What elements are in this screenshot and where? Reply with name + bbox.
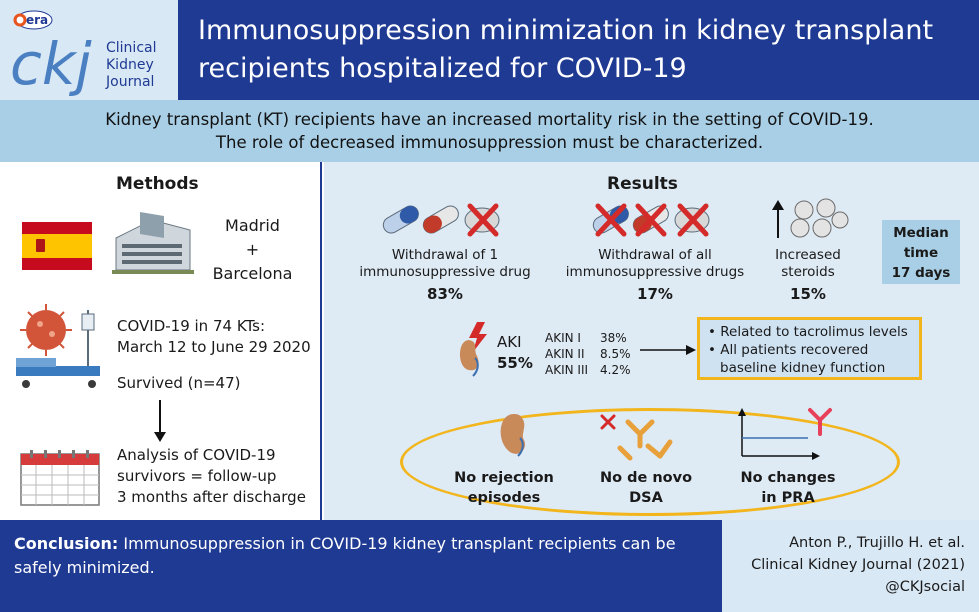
aki-detail-1: • Related to tacrolimus levels [708, 324, 908, 340]
withdraw-one-label: Withdrawal of 1 immunosuppressive drug [350, 247, 540, 281]
no-pra-line-2: in PRA [761, 490, 815, 506]
aki-label: AKI [497, 333, 522, 351]
analysis-line-2: survivors = follow-up [117, 467, 277, 485]
no-dsa-line-2: DSA [629, 490, 663, 506]
conclusion-label: Conclusion: [14, 534, 119, 553]
logo-badge-text: era [26, 13, 48, 27]
withdraw-all-line-1: Withdrawal of all [598, 247, 712, 263]
no-pra-line-1: No changes [740, 470, 836, 486]
city-barcelona: Barcelona [212, 264, 293, 283]
steroids-increase-icon [772, 198, 849, 238]
no-rejection-line-1: No rejection [454, 470, 554, 486]
survived-text: Survived (n=47) [117, 374, 241, 392]
analysis-text: Analysis of COVID-19 survivors = follow-… [117, 445, 306, 508]
outcomes-ellipse [400, 408, 900, 516]
title-line-1: Immunosuppression minimization in kidney… [198, 15, 934, 46]
spain-flag-icon [22, 222, 92, 270]
pills-one-crossed-icon [382, 203, 500, 237]
median-time-box: Median time 17 days [882, 220, 960, 284]
akin-value-3: 4.2% [600, 363, 631, 377]
akin-value-1: 38% [600, 331, 627, 345]
intro-line-1: Kidney transplant (KT) recipients have a… [105, 110, 874, 129]
journal-line-3: Journal [106, 74, 155, 90]
results-title: Results [607, 174, 678, 194]
aki-detail-3: baseline kidney function [720, 360, 886, 376]
no-rejection-label: No rejection episodes [444, 468, 564, 508]
logo-letters: ckj [10, 30, 92, 96]
pills-all-crossed-icon [592, 203, 710, 237]
no-pra-label: No changes in PRA [728, 468, 848, 508]
pra-stable-chart-icon [738, 408, 832, 460]
cohort-line-2: March 12 to June 29 2020 [117, 338, 311, 356]
steroids-label: Increased steroids [758, 247, 858, 281]
arrow-down-icon [154, 400, 166, 442]
withdraw-all-pct: 17% [637, 285, 673, 303]
median-line-1: Median [893, 225, 949, 241]
withdraw-one-line-2: immunosuppressive drug [359, 264, 531, 280]
intro-banner: Kidney transplant (KT) recipients have a… [0, 100, 979, 162]
analysis-line-1: Analysis of COVID-19 [117, 446, 276, 464]
cite-line-2: Clinical Kidney Journal (2021) [751, 557, 965, 573]
no-rejection-line-2: episodes [467, 490, 541, 506]
title-line-2: recipients hospitalized for COVID-19 [198, 53, 687, 84]
antibody-crossed-icon [600, 414, 673, 461]
aki-details-box: • Related to tacrolimus levels • All pat… [697, 317, 922, 380]
calendar-icon [20, 450, 100, 506]
intro-line-2: The role of decreased immunosuppression … [215, 133, 764, 152]
steroids-pct: 15% [790, 285, 826, 303]
aki-detail-2: • All patients recovered [708, 342, 869, 358]
withdraw-one-line-1: Withdrawal of 1 [391, 247, 499, 263]
withdraw-all-label: Withdrawal of all immunosuppressive drug… [560, 247, 750, 281]
akin-stage-2: AKIN II [545, 347, 585, 361]
kidney-icon [500, 414, 526, 457]
journal-line-1: Clinical [106, 40, 157, 56]
journal-line-2: Kidney [106, 57, 154, 73]
cite-line-1: Anton P., Trujillo H. et al. [789, 535, 965, 551]
akin-stage-3: AKIN III [545, 363, 589, 377]
header-banner: era ckj Clinical Kidney Journal Immunosu… [0, 0, 979, 100]
ckj-logo: era ckj [10, 10, 92, 96]
page-title: Immunosuppression minimization in kidney… [198, 12, 968, 88]
kidney-injury-icon [460, 322, 487, 377]
no-dsa-label: No de novo DSA [586, 468, 706, 508]
hospital-icon [112, 212, 194, 274]
aki-pct: 55% [497, 354, 533, 372]
withdraw-all-line-2: immunosuppressive drugs [565, 264, 745, 280]
akin-value-2: 8.5% [600, 347, 631, 361]
akin-stage-1: AKIN I [545, 331, 581, 345]
citation-box: Anton P., Trujillo H. et al. Clinical Ki… [722, 520, 979, 612]
median-line-3: 17 days [891, 265, 951, 281]
steroids-line-1: Increased [775, 247, 841, 263]
cite-line-3: @CKJsocial [885, 579, 965, 595]
logo-area: era ckj Clinical Kidney Journal [0, 0, 178, 100]
city-list: Madrid + Barcelona [200, 214, 305, 286]
withdraw-one-pct: 83% [427, 285, 463, 303]
steroids-line-2: steroids [781, 264, 835, 280]
conclusion-text: Immunosuppression in COVID-19 kidney tra… [14, 534, 676, 577]
cohort-text: COVID-19 in 74 KTs: March 12 to June 29 … [117, 316, 311, 358]
no-dsa-line-1: No de novo [599, 470, 693, 486]
covid-patient-bed-icon [16, 304, 100, 388]
conclusion-banner: Conclusion: Immunosuppression in COVID-1… [0, 520, 722, 612]
arrow-right-icon [640, 345, 696, 355]
analysis-line-3: 3 months after discharge [117, 488, 306, 506]
journal-name: Clinical Kidney Journal [106, 40, 156, 91]
median-line-2: time [903, 245, 939, 261]
city-plus: + [245, 240, 260, 259]
cohort-line-1: COVID-19 in 74 KTs: [117, 317, 266, 335]
methods-title: Methods [116, 174, 199, 194]
city-madrid: Madrid [225, 216, 280, 235]
